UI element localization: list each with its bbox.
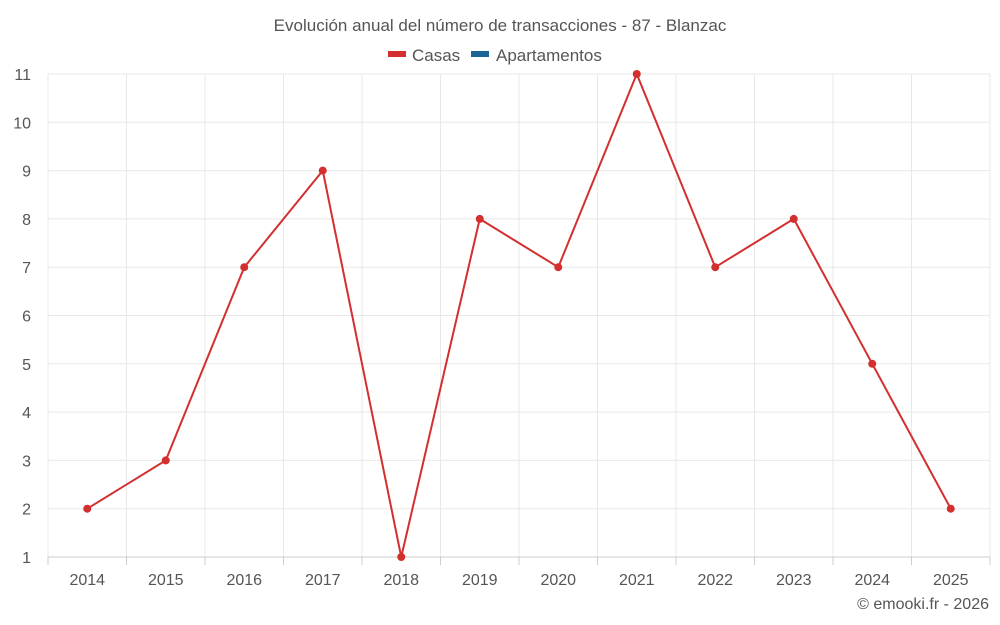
x-tick-label: 2016 — [226, 572, 262, 589]
series-line-casas — [86, 73, 952, 558]
x-tick-label: 2018 — [383, 572, 419, 589]
legend-label-apartamentos: Apartamentos — [496, 46, 602, 65]
legend-item-apartamentos[interactable]: Apartamentos — [471, 46, 602, 65]
legend-label-casas: Casas — [412, 46, 460, 65]
legend: Casas Apartamentos — [388, 46, 602, 65]
y-tick-label: 7 — [22, 260, 31, 277]
data-point-casas[interactable] — [83, 504, 92, 513]
data-point-casas[interactable] — [240, 263, 249, 272]
chart-title: Evolución anual del número de transaccio… — [274, 16, 727, 35]
x-tick-label: 2021 — [619, 572, 655, 589]
data-point-casas[interactable] — [318, 166, 327, 175]
y-tick-label: 4 — [22, 405, 31, 422]
x-tick-label: 2025 — [933, 572, 969, 589]
y-tick-label: 6 — [22, 309, 31, 326]
legend-swatch-casas — [388, 51, 406, 57]
y-tick-label: 2 — [22, 502, 31, 519]
data-point-casas[interactable] — [868, 359, 877, 368]
y-tick-label: 9 — [22, 164, 31, 181]
data-point-casas[interactable] — [711, 263, 720, 272]
y-tick-label: 5 — [22, 357, 31, 374]
y-tick-label: 10 — [13, 115, 31, 132]
legend-swatch-apartamentos — [471, 51, 489, 57]
x-tick-label: 2024 — [854, 572, 890, 589]
x-tick-label: 2023 — [776, 572, 812, 589]
x-tick-label: 2014 — [69, 572, 105, 589]
x-tick-label: 2019 — [462, 572, 498, 589]
x-tick-label: 2022 — [697, 572, 733, 589]
y-tick-label: 3 — [22, 453, 31, 470]
data-point-casas[interactable] — [397, 553, 406, 561]
data-point-casas[interactable] — [475, 214, 484, 223]
x-axis: 2014 2015 2016 2017 2018 2019 2020 2021 2022 2023… — [47, 556, 991, 589]
y-axis: 1 2 3 4 5 6 7 8 9 10 11 — [13, 67, 31, 567]
data-point-casas[interactable] — [946, 504, 955, 513]
data-point-casas[interactable] — [554, 263, 563, 272]
series-casas — [83, 70, 955, 561]
x-tick-label: 2015 — [148, 572, 184, 589]
data-point-casas[interactable] — [161, 456, 170, 465]
grid — [47, 73, 991, 558]
credit-text: © emooki.fr - 2026 — [857, 596, 989, 613]
y-tick-label: 1 — [22, 550, 31, 567]
y-tick-label: 8 — [22, 212, 31, 229]
data-point-casas[interactable] — [632, 70, 641, 78]
x-tick-label: 2020 — [540, 572, 576, 589]
y-tick-label: 11 — [14, 67, 31, 84]
legend-item-casas[interactable]: Casas — [388, 46, 460, 65]
x-tick-label: 2017 — [305, 572, 341, 589]
data-point-casas[interactable] — [789, 214, 798, 223]
